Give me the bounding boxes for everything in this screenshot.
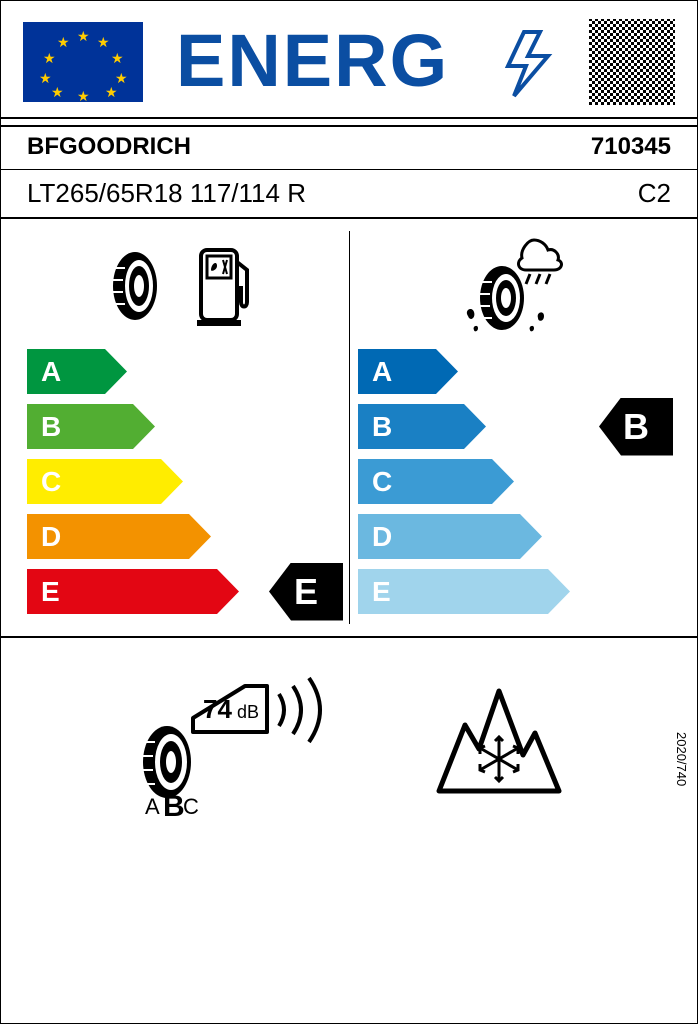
fuel-efficiency-column: ABCDEE bbox=[19, 231, 349, 624]
brand-row: BFGOODRICH 710345 bbox=[1, 125, 697, 167]
rating-bar-label: E bbox=[358, 569, 570, 614]
rating-bar-B: B bbox=[27, 404, 341, 449]
article-number: 710345 bbox=[591, 133, 671, 161]
rating-bar-label: D bbox=[358, 514, 542, 559]
wet-grip-column: ABBCDE bbox=[349, 231, 679, 624]
rating-bar-C: C bbox=[27, 459, 341, 504]
noise-class-c: C bbox=[183, 794, 199, 816]
snow-grip-icon bbox=[429, 671, 569, 811]
rating-bar-label: E bbox=[27, 569, 239, 614]
energy-text: ENERG bbox=[176, 22, 449, 102]
rating-bar-label: B bbox=[358, 404, 486, 449]
eu-flag-icon: ★ ★ ★ ★ ★ ★ ★ ★ ★ ★ bbox=[23, 22, 143, 102]
rating-scales: ABCDEE ABBCDE bbox=[1, 221, 697, 624]
rating-bar-label: D bbox=[27, 514, 211, 559]
noise-block: 74 dB A B C bbox=[129, 666, 339, 816]
rating-bar-A: A bbox=[358, 349, 671, 394]
tyre-class: C2 bbox=[638, 178, 671, 209]
noise-db-unit: dB bbox=[237, 702, 259, 722]
rating-bar-label: A bbox=[358, 349, 458, 394]
rating-bar-label: B bbox=[27, 404, 155, 449]
noise-class-b: B bbox=[163, 790, 185, 816]
rating-bar-label: A bbox=[27, 349, 127, 394]
rating-bar-D: D bbox=[358, 514, 671, 559]
rating-bar-A: A bbox=[27, 349, 341, 394]
rating-bar-label: C bbox=[27, 459, 183, 504]
brand-name: BFGOODRICH bbox=[27, 133, 191, 161]
size-row: LT265/65R18 117/114 R C2 bbox=[1, 172, 697, 215]
rating-bar-B: BB bbox=[358, 404, 671, 449]
header: ★ ★ ★ ★ ★ ★ ★ ★ ★ ★ ENERG bbox=[1, 1, 697, 115]
tyre-icon bbox=[109, 248, 185, 324]
rating-bar-D: D bbox=[27, 514, 341, 559]
regulation-number: 2020/740 bbox=[674, 732, 689, 786]
rating-bar-C: C bbox=[358, 459, 671, 504]
rating-bar-E: E bbox=[358, 569, 671, 614]
rating-badge: E bbox=[269, 563, 343, 621]
noise-db-value: 74 bbox=[203, 694, 232, 724]
rating-badge: B bbox=[599, 398, 673, 456]
wet-tyre-icon bbox=[460, 236, 570, 336]
qr-code-icon bbox=[589, 19, 675, 105]
rating-bar-E: EE bbox=[27, 569, 341, 614]
energy-logo: ENERG bbox=[157, 22, 575, 102]
lightning-icon bbox=[508, 32, 548, 96]
rating-bar-label: C bbox=[358, 459, 514, 504]
noise-class-a: A bbox=[145, 794, 160, 816]
fuel-pump-icon bbox=[195, 242, 259, 330]
bottom-section: 74 dB A B C 2020/740 bbox=[1, 636, 697, 826]
tyre-size: LT265/65R18 117/114 R bbox=[27, 178, 306, 209]
